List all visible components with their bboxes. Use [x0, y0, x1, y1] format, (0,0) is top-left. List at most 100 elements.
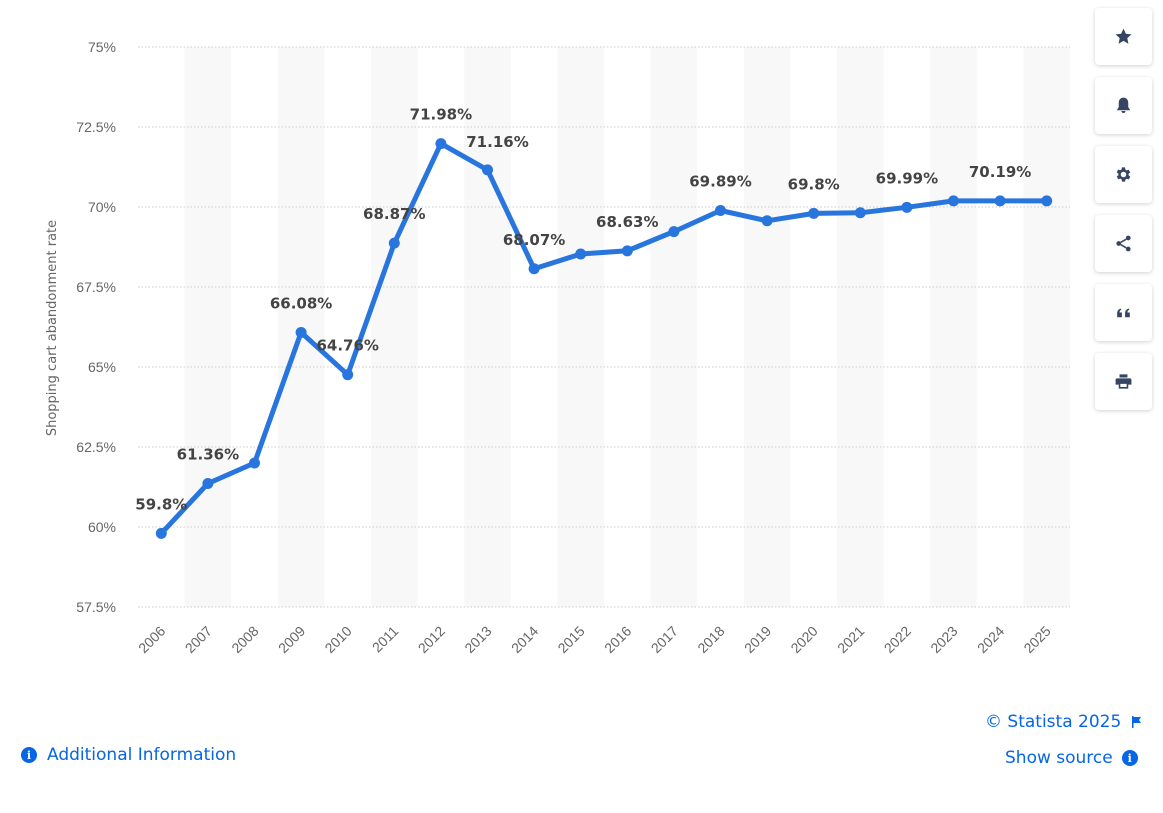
settings-button[interactable]	[1095, 146, 1152, 203]
series-line	[158, 141, 1050, 536]
x-axis-ticks: 2006 2007 2008 2009 2010 2011 2012 2013 2014 2015…	[135, 623, 1054, 656]
data-point[interactable]	[202, 477, 214, 489]
additional-information-link[interactable]: i Additional Information	[21, 745, 236, 765]
x-tick-label: 2015	[554, 623, 587, 656]
copyright-link[interactable]: © Statista 2025	[985, 712, 1144, 732]
data-label: 69.8%	[788, 175, 840, 193]
additional-information-text: Additional Information	[47, 745, 237, 765]
x-tick-label: 2018	[694, 623, 727, 656]
series-line-path	[158, 141, 1050, 536]
info-icon: i	[21, 747, 37, 763]
data-point[interactable]	[948, 195, 959, 207]
star-icon	[1115, 28, 1132, 44]
x-tick-label: 2024	[974, 623, 1007, 656]
copyright-text: © Statista 2025	[985, 712, 1122, 732]
x-tick-label: 2021	[834, 623, 867, 656]
gear-icon	[1116, 167, 1131, 182]
x-tick-label: 2012	[415, 623, 448, 656]
data-label: 69.99%	[876, 169, 938, 187]
y-tick-label: 75%	[88, 39, 116, 55]
data-point[interactable]	[482, 164, 493, 176]
x-tick-label: 2010	[321, 623, 354, 656]
x-tick-label: 2011	[369, 623, 402, 656]
x-tick-label: 2019	[741, 623, 774, 656]
column-band	[837, 47, 884, 607]
data-label: 59.8%	[135, 495, 187, 513]
column-band	[930, 47, 977, 607]
x-tick-label: 2025	[1020, 623, 1053, 656]
data-point[interactable]	[249, 457, 260, 469]
data-point[interactable]	[621, 245, 633, 257]
data-point[interactable]	[435, 138, 447, 150]
data-point[interactable]	[668, 226, 680, 238]
x-tick-label: 2008	[228, 623, 261, 656]
share-icon	[1116, 235, 1131, 252]
data-label: 68.07%	[503, 231, 565, 249]
data-point[interactable]	[994, 195, 1006, 207]
data-label: 61.36%	[177, 445, 239, 463]
show-source-text: Show source	[1005, 748, 1113, 768]
data-label: 68.87%	[363, 205, 425, 223]
data-label: 64.76%	[316, 337, 378, 355]
bell-icon	[1117, 97, 1130, 114]
favorite-button[interactable]	[1095, 8, 1152, 65]
show-source-link[interactable]: Show source i	[1005, 748, 1138, 768]
column-band	[184, 47, 232, 607]
data-label: 71.16%	[466, 133, 528, 151]
notification-button[interactable]	[1095, 77, 1152, 134]
data-point[interactable]	[808, 207, 820, 219]
y-tick-label: 70%	[88, 199, 116, 215]
data-labels: 59.8% 61.36% 66.08% 64.76% 68.87% 71.98% 71.16…	[135, 106, 1031, 514]
x-tick-label: 2009	[275, 623, 308, 656]
x-tick-label: 2014	[508, 623, 541, 656]
data-point[interactable]	[155, 527, 167, 539]
y-tick-label: 60%	[88, 519, 116, 535]
y-tick-label: 67.5%	[76, 279, 116, 295]
y-tick-label: 65%	[88, 359, 116, 375]
x-tick-label: 2017	[648, 623, 681, 656]
data-point[interactable]	[761, 215, 773, 227]
data-points	[155, 138, 1053, 539]
cite-button[interactable]	[1095, 284, 1152, 341]
data-point[interactable]	[854, 207, 866, 219]
data-label: 71.98%	[410, 106, 472, 124]
x-tick-label: 2022	[881, 623, 914, 656]
column-band	[557, 47, 604, 607]
x-tick-label: 2023	[927, 623, 960, 656]
print-button[interactable]	[1095, 353, 1152, 410]
column-bands	[184, 47, 1070, 607]
column-band	[1023, 47, 1070, 607]
x-tick-label: 2006	[135, 623, 168, 656]
flag-icon	[1132, 716, 1142, 728]
data-point[interactable]	[388, 237, 400, 249]
data-point[interactable]	[575, 248, 587, 260]
y-tick-label: 62.5%	[76, 439, 116, 455]
x-tick-label: 2007	[182, 623, 215, 656]
quote-icon	[1117, 308, 1130, 318]
info-icon: i	[1121, 750, 1138, 766]
y-tick-label: 57.5%	[76, 599, 116, 615]
data-point[interactable]	[1041, 195, 1053, 207]
data-point[interactable]	[295, 326, 307, 338]
gridlines	[138, 46, 1070, 608]
column-band	[650, 47, 698, 607]
data-label: 66.08%	[270, 294, 332, 312]
y-axis-label: Shopping cart abandonment rate	[45, 220, 60, 436]
column-band	[464, 47, 511, 607]
data-point[interactable]	[528, 263, 540, 275]
toolbar	[1095, 8, 1152, 422]
column-band	[743, 47, 791, 607]
y-tick-label: 72.5%	[76, 119, 116, 135]
x-tick-label: 2013	[461, 623, 494, 656]
data-point[interactable]	[342, 369, 354, 381]
column-band	[371, 47, 418, 607]
line-chart: 57.5%60%62.5%65%67.5%70%72.5%75% 2006 200…	[45, 39, 1070, 656]
share-button[interactable]	[1095, 215, 1152, 272]
x-tick-label: 2016	[601, 623, 634, 656]
data-label: 68.63%	[596, 213, 658, 231]
data-label: 69.89%	[689, 173, 751, 191]
data-label: 70.19%	[969, 163, 1031, 181]
data-point[interactable]	[715, 205, 726, 217]
x-tick-label: 2020	[787, 623, 820, 656]
data-point[interactable]	[901, 201, 913, 213]
